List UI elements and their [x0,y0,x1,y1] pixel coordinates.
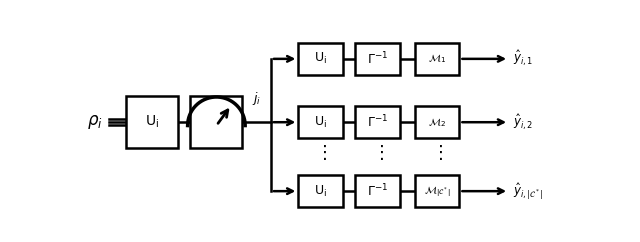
FancyBboxPatch shape [355,43,400,75]
Text: $\vdots$: $\vdots$ [372,144,383,162]
Text: $\hat{y}_{i,1}$: $\hat{y}_{i,1}$ [513,49,533,68]
Text: $\Gamma^{-1}$: $\Gamma^{-1}$ [367,114,388,130]
FancyBboxPatch shape [298,43,343,75]
FancyBboxPatch shape [415,106,460,138]
FancyBboxPatch shape [190,96,243,148]
Text: $j_i$: $j_i$ [252,90,261,107]
FancyBboxPatch shape [355,175,400,207]
Text: $\mathrm{U_i}$: $\mathrm{U_i}$ [314,184,327,199]
Text: $\Gamma^{-1}$: $\Gamma^{-1}$ [367,51,388,67]
Text: $\hat{y}_{i,|\mathcal{C}^*|}$: $\hat{y}_{i,|\mathcal{C}^*|}$ [513,181,543,201]
Text: $\vdots$: $\vdots$ [431,144,443,162]
Text: $\mathcal{M}_1$: $\mathcal{M}_1$ [428,53,446,65]
FancyBboxPatch shape [355,106,400,138]
FancyBboxPatch shape [415,175,460,207]
Text: $\mathcal{M}_{|\mathcal{C}^*|}$: $\mathcal{M}_{|\mathcal{C}^*|}$ [424,184,451,198]
FancyBboxPatch shape [298,175,343,207]
FancyBboxPatch shape [126,96,178,148]
Text: $\mathrm{U_i}$: $\mathrm{U_i}$ [314,51,327,66]
Text: $\mathrm{U_i}$: $\mathrm{U_i}$ [145,114,159,130]
Text: $\mathcal{M}_2$: $\mathcal{M}_2$ [428,116,446,129]
Text: $\hat{y}_{i,2}$: $\hat{y}_{i,2}$ [513,113,533,132]
Text: $\vdots$: $\vdots$ [315,144,326,162]
FancyBboxPatch shape [415,43,460,75]
Text: $\rho_i$: $\rho_i$ [88,113,103,131]
Text: $\mathrm{U_i}$: $\mathrm{U_i}$ [314,115,327,130]
Text: $\Gamma^{-1}$: $\Gamma^{-1}$ [367,183,388,199]
FancyBboxPatch shape [298,106,343,138]
